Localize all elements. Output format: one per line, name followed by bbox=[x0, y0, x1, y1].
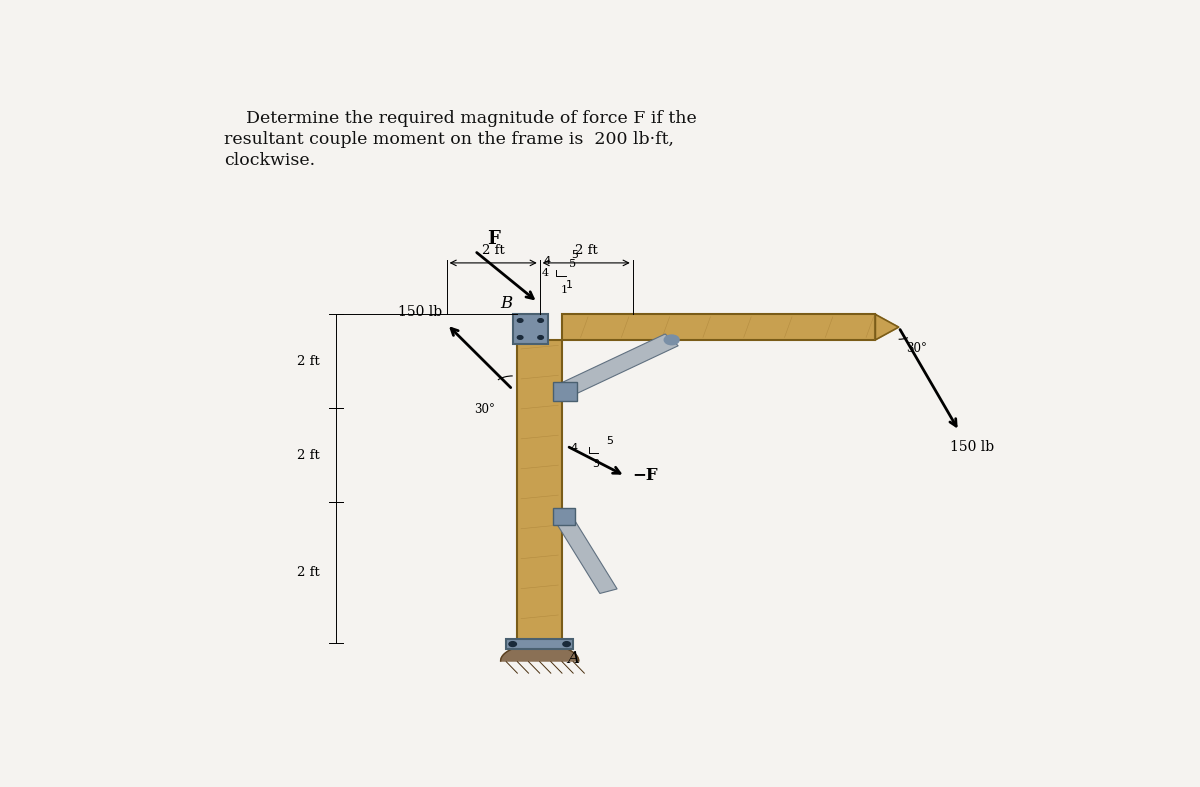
Bar bbox=[517, 340, 562, 643]
Polygon shape bbox=[876, 315, 899, 340]
Text: 4: 4 bbox=[542, 268, 548, 278]
Bar bbox=[562, 315, 876, 340]
Polygon shape bbox=[553, 382, 577, 401]
Text: 2 ft: 2 ft bbox=[575, 244, 598, 257]
Polygon shape bbox=[556, 334, 678, 397]
Text: 5: 5 bbox=[570, 258, 576, 268]
Text: 5: 5 bbox=[606, 436, 613, 446]
Text: 3: 3 bbox=[593, 460, 600, 469]
Circle shape bbox=[538, 319, 544, 323]
Text: resultant couple moment on the frame is  200 lb·ft,: resultant couple moment on the frame is … bbox=[224, 131, 674, 148]
Text: 4: 4 bbox=[571, 443, 578, 453]
Text: 30°: 30° bbox=[906, 342, 926, 355]
Text: F: F bbox=[487, 230, 500, 248]
Text: B: B bbox=[500, 295, 512, 312]
Circle shape bbox=[509, 641, 516, 646]
Polygon shape bbox=[553, 508, 575, 525]
Text: Determine the required magnitude of force F if the: Determine the required magnitude of forc… bbox=[224, 109, 697, 127]
Circle shape bbox=[563, 641, 570, 646]
Text: 5: 5 bbox=[571, 250, 578, 260]
Polygon shape bbox=[500, 644, 578, 661]
Text: 150 lb: 150 lb bbox=[398, 305, 443, 320]
Text: −F: −F bbox=[632, 467, 659, 485]
Bar bbox=[506, 639, 574, 649]
Text: 1: 1 bbox=[562, 286, 568, 295]
Text: clockwise.: clockwise. bbox=[224, 152, 316, 169]
Text: 1: 1 bbox=[565, 280, 572, 290]
Circle shape bbox=[517, 319, 523, 323]
Text: 30°: 30° bbox=[474, 403, 496, 416]
Polygon shape bbox=[553, 514, 617, 593]
Text: 2 ft: 2 ft bbox=[296, 449, 319, 462]
Bar bbox=[512, 315, 548, 343]
Text: 4: 4 bbox=[544, 256, 551, 266]
Text: 2 ft: 2 ft bbox=[481, 244, 504, 257]
Text: 2 ft: 2 ft bbox=[296, 355, 319, 368]
Text: 2 ft: 2 ft bbox=[296, 566, 319, 579]
Circle shape bbox=[665, 335, 679, 345]
Text: A: A bbox=[568, 650, 580, 667]
Circle shape bbox=[517, 335, 523, 339]
Circle shape bbox=[538, 335, 544, 339]
Text: 150 lb: 150 lb bbox=[950, 440, 994, 454]
